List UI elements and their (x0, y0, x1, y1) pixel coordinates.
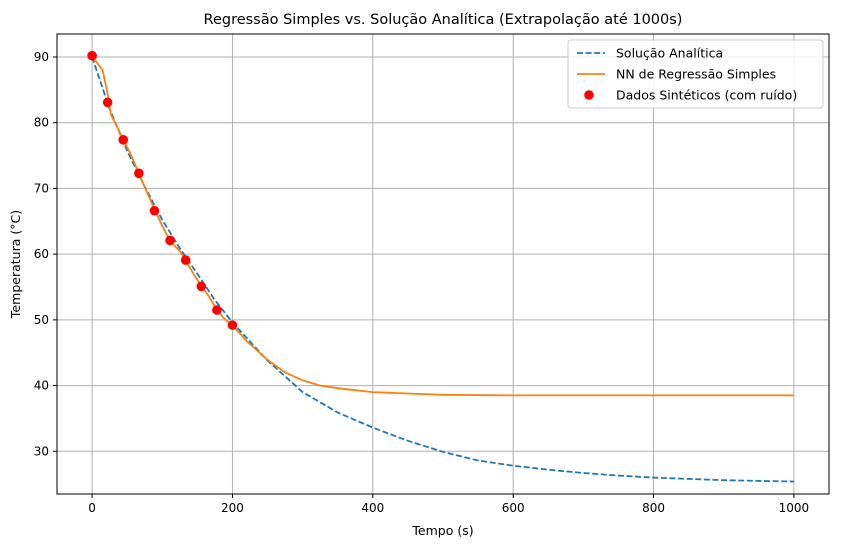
x-tick-label: 1000 (779, 501, 810, 515)
x-tick-label: 0 (88, 501, 96, 515)
synthetic-data-point (227, 320, 238, 330)
y-tick-label: 30 (34, 444, 49, 458)
y-tick-label: 50 (34, 313, 49, 327)
analytical-solution-line (91, 56, 794, 483)
x-tick-label: 200 (221, 501, 244, 515)
x-tick-label: 600 (502, 501, 525, 515)
synthetic-data-point (102, 97, 113, 108)
chart-title: Regressão Simples vs. Solução Analítica … (204, 12, 683, 28)
synthetic-data-point (180, 255, 191, 265)
legend-label: Dados Sintéticos (com ruído) (616, 88, 797, 103)
synthetic-data-point (134, 168, 144, 179)
synthetic-data-point (118, 135, 129, 145)
x-tick-label: 400 (361, 501, 384, 515)
synthetic-data-point (87, 50, 97, 61)
legend: Solução Analítica NN de Regressão Simples… (567, 39, 824, 109)
legend-marker-scatter (584, 90, 594, 100)
legend-label: Solução Analítica (616, 46, 723, 61)
y-tick-label: 40 (34, 379, 49, 393)
plot-frame (56, 33, 830, 495)
legend-box (567, 39, 824, 109)
plot-series-lines (91, 55, 794, 483)
x-tick-label: 800 (642, 501, 665, 515)
y-tick-label: 70 (34, 181, 49, 195)
y-axis-label: Temperatura (°C) (8, 210, 23, 319)
x-axis-label: Tempo (s) (411, 523, 473, 538)
synthetic-data-point (149, 205, 160, 216)
y-tick-label: 80 (34, 116, 49, 130)
synthetic-data-point (196, 281, 207, 292)
plot-series-points (87, 50, 238, 330)
y-axis-ticks: 30 40 50 60 70 80 90 (34, 50, 57, 458)
synthetic-data-point (212, 305, 222, 315)
y-tick-label: 90 (34, 50, 49, 64)
x-axis-ticks: 0 200 400 600 800 1000 (88, 494, 809, 515)
y-tick-label: 60 (34, 247, 49, 261)
legend-label: NN de Regressão Simples (616, 67, 776, 82)
synthetic-data-point (165, 235, 175, 246)
